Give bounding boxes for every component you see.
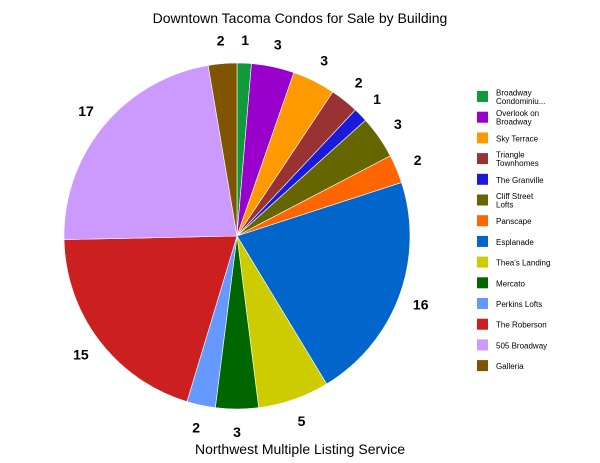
slice-value-label: 16: [413, 296, 429, 312]
legend-label: The Roberson: [496, 321, 547, 330]
pie-slice-11: [63, 235, 238, 402]
chart-caption: Northwest Multiple Listing Service: [195, 441, 405, 457]
legend-swatch: [477, 277, 488, 289]
legend: Broadway Condominiu... Overlook on Broadway…: [477, 89, 550, 372]
slice-value-label: 2: [414, 152, 422, 168]
pie-slice-12: [63, 65, 238, 240]
legend-swatch: [477, 132, 488, 144]
slice-value-label: 5: [298, 413, 306, 429]
legend-label: Thea's Landing: [496, 259, 550, 268]
legend-swatch: [477, 360, 488, 372]
legend-label: Broadway Condominiu...: [496, 89, 545, 107]
legend-swatch: [477, 111, 488, 123]
legend-swatch: [477, 298, 488, 309]
slice-value-label: 2: [355, 74, 363, 90]
legend-swatch: [477, 91, 488, 102]
pie-slices: [63, 62, 411, 410]
legend-label: Mercato: [496, 279, 525, 288]
legend-label: Perkins Lofts: [496, 300, 542, 309]
pie-slice-7: [236, 182, 411, 385]
slice-value-label: 3: [274, 36, 282, 52]
legend-swatch: [477, 318, 488, 330]
legend-label: 505 Broadway: [496, 341, 547, 350]
legend-swatch: [477, 173, 488, 185]
slice-value-label: 2: [217, 33, 225, 49]
legend-label: Panscape: [496, 217, 532, 226]
slice-value-label: 1: [241, 32, 249, 48]
slice-value-label: 3: [394, 116, 402, 132]
legend-swatch: [477, 256, 488, 268]
legend-swatch: [477, 153, 488, 165]
slice-value-label: 3: [233, 424, 241, 440]
slice-value-label: 1: [373, 91, 381, 107]
legend-swatch: [477, 194, 488, 206]
slice-value-label: 17: [78, 103, 94, 119]
legend-label: Cliff Street Lofts: [496, 192, 534, 210]
legend-label: The Granville: [496, 176, 544, 185]
legend-label: Overlook on Broadway: [496, 109, 539, 127]
pie-slice-13: [207, 62, 238, 237]
legend-swatch: [477, 235, 488, 247]
legend-swatch: [477, 339, 488, 351]
legend-swatch: [477, 215, 488, 227]
chart-title: Downtown Tacoma Condos for Sale by Build…: [153, 10, 448, 26]
slice-value-label: 3: [320, 52, 328, 68]
legend-label: Galleria: [496, 362, 524, 371]
legend-label: Esplanade: [496, 238, 534, 247]
slice-value-label: 15: [73, 347, 89, 363]
slice-value-label: 2: [192, 420, 200, 436]
legend-label: Sky Terrace: [496, 134, 539, 143]
legend-label: Triangle Townhomes: [496, 151, 539, 169]
